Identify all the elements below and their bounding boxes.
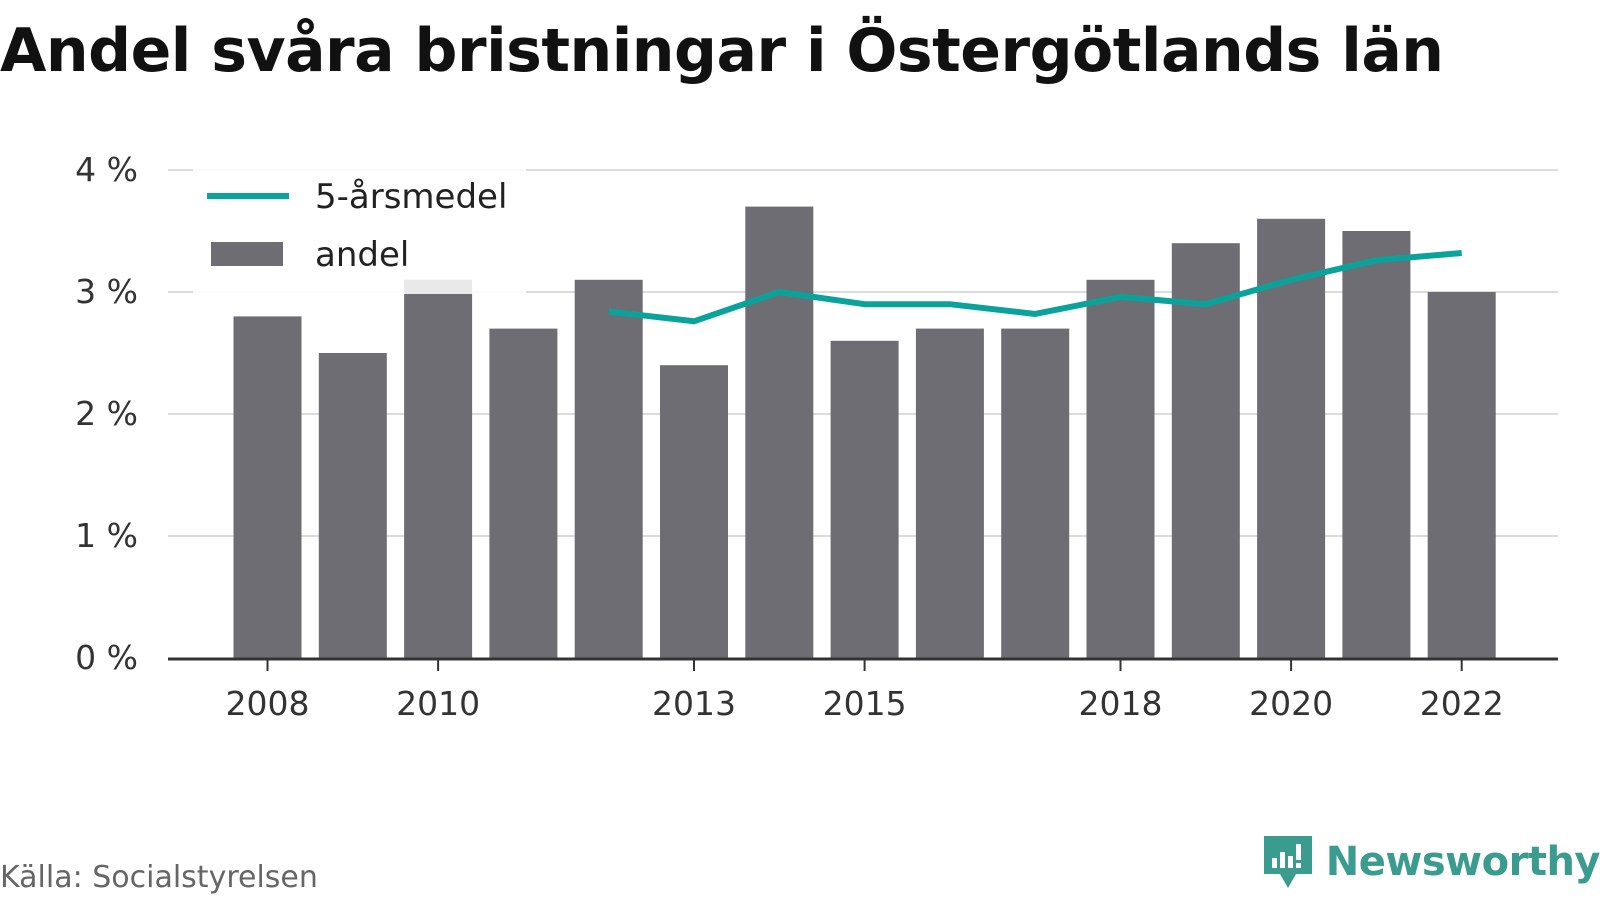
legend-label-5-year-average: 5-årsmedel [315, 177, 507, 217]
x-tick-label: 2022 [1420, 684, 1504, 723]
x-tick-label: 2010 [396, 684, 480, 723]
chart-title: Andel svåra bristningar i Östergötlands … [0, 16, 1444, 86]
newsworthy-logo-icon [1263, 836, 1312, 888]
bar[interactable] [830, 340, 899, 658]
bar[interactable] [489, 328, 558, 658]
x-tick-label: 2018 [1079, 684, 1163, 723]
bar-series [233, 206, 1496, 659]
legend-bar-swatch [211, 242, 283, 266]
bar[interactable] [1001, 328, 1070, 658]
legend-label-andel: andel [315, 235, 409, 275]
brand-name: Newsworthy [1325, 839, 1600, 885]
bar[interactable] [1342, 231, 1411, 658]
bar[interactable] [1171, 243, 1240, 658]
bar[interactable] [1086, 279, 1155, 658]
line-5-year-average[interactable] [608, 249, 1462, 325]
y-tick-label: 2 % [75, 394, 138, 433]
bar[interactable] [404, 279, 473, 658]
y-axis-labels: 0 % 1 % 2 % 3 % 4 % [75, 150, 138, 677]
brand-logo[interactable]: Newsworthy [1260, 832, 1600, 892]
legend: 5-årsmedel andel [193, 166, 526, 294]
x-tick-label: 2020 [1249, 684, 1333, 723]
bar[interactable] [660, 365, 728, 658]
bar[interactable] [915, 328, 984, 658]
line-series [608, 249, 1462, 325]
x-tick-label: 2013 [652, 684, 736, 723]
x-axis: 2008 2010 2013 2015 2018 2020 2022 [168, 657, 1558, 723]
chart-plot: 0 % 1 % 2 % 3 % 4 % 2008 2010 2013 2015 2018 2020… [75, 150, 1558, 723]
bar[interactable] [745, 206, 814, 658]
x-tick-label: 2015 [823, 684, 907, 723]
bar[interactable] [1257, 218, 1326, 659]
y-tick-label: 0 % [75, 638, 138, 677]
x-tick-label: 2008 [226, 684, 310, 723]
y-tick-label: 3 % [75, 272, 138, 311]
y-tick-label: 4 % [75, 150, 138, 189]
bar[interactable] [1427, 292, 1496, 658]
y-tick-label: 1 % [75, 516, 138, 555]
bar[interactable] [574, 279, 643, 658]
bar[interactable] [233, 316, 302, 658]
source-text: Källa: Socialstyrelsen [0, 860, 318, 895]
legend-background [193, 166, 526, 294]
bar[interactable] [318, 353, 387, 658]
